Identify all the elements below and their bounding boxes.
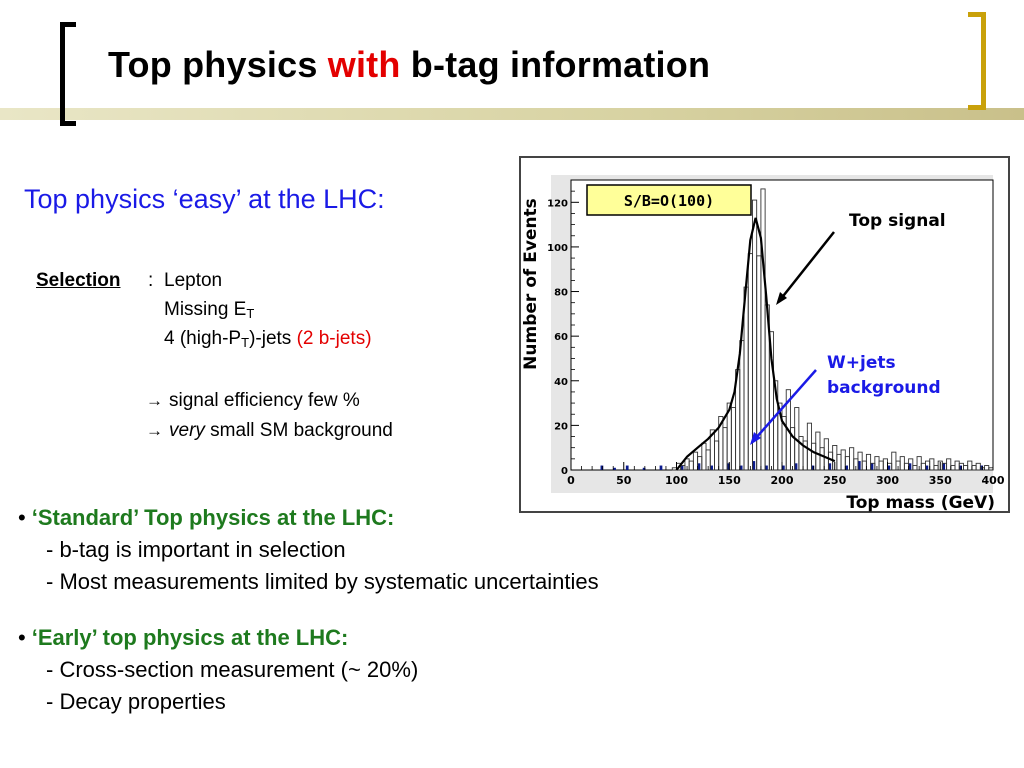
background-bar (752, 461, 756, 470)
signal-histogram-bin (946, 458, 952, 471)
bullet-early: • ‘Early’ top physics at the LHC: - Cross… (18, 622, 418, 718)
background-bar (600, 465, 604, 470)
x-tick-label: 250 (823, 474, 846, 487)
very-italic: very (169, 420, 205, 441)
selection-label: Selection (36, 270, 121, 291)
missing-et-subscript: T (246, 306, 255, 321)
bullet-subitem: - Cross-section measurement (~ 20%) (46, 657, 419, 682)
x-tick-label: 0 (567, 474, 575, 487)
chart-frame: 0 20 40 60 80 100 120 0 50 100 150 200 250 300 350 400 … (519, 156, 1010, 513)
selection-jets: 4 (high-PT)-jets (2 b-jets) (164, 324, 372, 357)
jets-prefix: 4 (high-P (164, 328, 242, 349)
background-bar (613, 467, 616, 470)
bullet-icon: • (18, 505, 26, 530)
bullet-subitem: - b-tag is important in selection (46, 537, 346, 562)
background-bar (870, 463, 874, 470)
left-bracket-decoration (60, 22, 76, 126)
background-bar (857, 461, 861, 470)
right-bracket-decoration (968, 12, 986, 110)
background-bar (942, 463, 946, 470)
missing-et-text: Missing E (164, 299, 247, 320)
background-bar (811, 465, 815, 470)
background-bar (739, 465, 743, 470)
y-axis-label: Number of Events (521, 198, 541, 370)
bullet-heading-text: ‘Standard’ Top physics at the LHC: (31, 505, 395, 530)
background-bar (782, 465, 785, 470)
x-tick-label: 200 (771, 474, 794, 487)
selection-colon: : (148, 270, 154, 291)
x-tick-label: 300 (876, 474, 899, 487)
background-bar (908, 463, 912, 470)
background-bar (680, 465, 684, 470)
sb-annotation: S/B=O(100) (624, 192, 714, 210)
top-signal-label: Top signal (849, 211, 946, 231)
background-bar (710, 465, 713, 470)
sb-annotation-box (586, 184, 752, 216)
jets-btag-note: (2 b-jets) (296, 328, 372, 349)
signal-histogram-bin (929, 458, 935, 471)
background-bar (659, 465, 663, 470)
right-arrow-icon: → (146, 391, 163, 410)
title-underline-band (0, 108, 1024, 120)
subheading: Top physics ‘easy’ at the LHC: (24, 184, 385, 214)
jets-subscript: T (241, 335, 250, 350)
signal-fit-curve (675, 217, 836, 471)
bullet-subitem: - Most measurements limited by systemati… (46, 569, 599, 594)
right-arrow-icon: → (146, 421, 163, 440)
background-bar (845, 465, 849, 470)
background-bar (727, 463, 730, 470)
bullet-icon: • (18, 625, 26, 650)
background-bar (887, 465, 891, 470)
top-signal-arrowhead (776, 292, 787, 305)
x-tick-label: 100 (665, 474, 688, 487)
consequence-background: → very small SM background (146, 420, 393, 442)
signal-histogram-bin (908, 458, 914, 471)
selection-lepton: Lepton (164, 270, 223, 291)
top-signal-arrow (779, 231, 835, 301)
background-bar (925, 465, 929, 470)
x-tick-label: 150 (718, 474, 741, 487)
y-tick-label: 0 (561, 466, 568, 477)
y-tick-label: 60 (554, 332, 568, 343)
y-tick-label: 100 (547, 243, 568, 254)
background-bar (697, 463, 701, 470)
bullet-heading: • ‘Standard’ Top physics at the LHC: (18, 502, 599, 534)
y-tick-label: 120 (547, 198, 568, 209)
wjets-arrowhead (750, 432, 761, 445)
background-bar (959, 465, 962, 470)
signal-histogram-bin (865, 453, 872, 471)
x-tick-label: 50 (616, 474, 632, 487)
background-bar (794, 463, 798, 470)
background-bar (828, 463, 832, 470)
efficiency-text: signal efficiency few % (169, 390, 360, 411)
title-highlight: with (327, 44, 401, 85)
consequence-efficiency: → signal efficiency few % (146, 390, 360, 412)
background-bar (765, 465, 768, 470)
x-tick-label: 350 (929, 474, 952, 487)
background-bar (642, 467, 646, 470)
slide-title: Top physics with b-tag information (108, 44, 710, 86)
background-bar (625, 465, 629, 470)
x-axis-label: Top mass (GeV) (846, 493, 995, 513)
bullet-heading-text: ‘Early’ top physics at the LHC: (31, 625, 349, 650)
title-part2: b-tag information (400, 44, 711, 85)
y-tick-label: 40 (554, 377, 568, 388)
selection-missing-et: Missing ET (164, 295, 254, 328)
y-tick-label: 80 (554, 288, 568, 299)
wjets-label-line2: background (827, 378, 941, 398)
jets-suffix: )-jets (249, 328, 297, 349)
bullet-heading: • ‘Early’ top physics at the LHC: (18, 622, 418, 654)
bullet-standard: • ‘Standard’ Top physics at the LHC: - b-… (18, 502, 599, 598)
signal-histogram-bin (975, 462, 981, 471)
bullet-subitem: - Decay properties (46, 689, 226, 714)
wjets-arrow (754, 369, 817, 440)
x-tick-label: 400 (982, 474, 1005, 487)
title-part1: Top physics (108, 44, 328, 85)
wjets-label-line1: W+jets (827, 353, 896, 373)
y-tick-label: 20 (554, 421, 568, 432)
background-text: small SM background (204, 420, 393, 441)
